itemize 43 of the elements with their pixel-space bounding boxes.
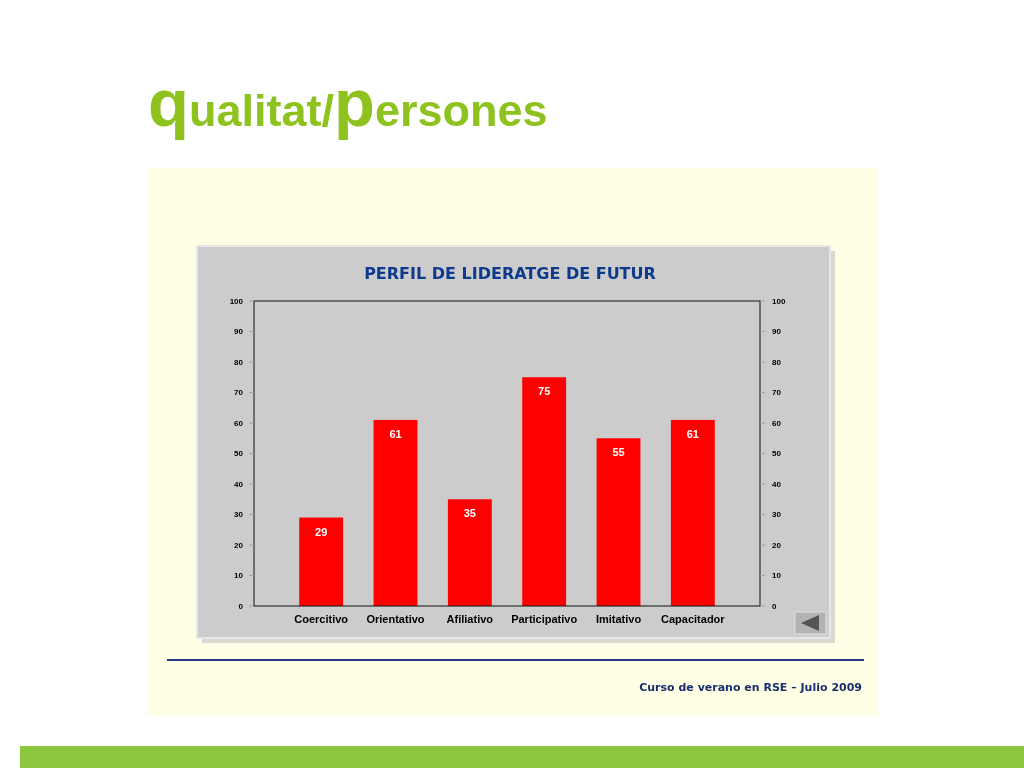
y2-tick-label: 30 xyxy=(772,510,782,520)
x-tick-label: Coercitivo xyxy=(294,613,349,625)
bar xyxy=(447,499,492,606)
y-tick-label: 60 xyxy=(234,418,244,428)
y2-tick-label: 20 xyxy=(772,540,782,550)
data-label: 29 xyxy=(315,525,328,538)
y2-tick-label: 0 xyxy=(772,601,777,611)
y-tick-label: 10 xyxy=(234,571,244,581)
y2-tick-label: 80 xyxy=(772,357,782,367)
data-label: 55 xyxy=(612,446,625,459)
chart-title: qualitat/persones xyxy=(148,65,548,140)
y-tick-label: 70 xyxy=(234,388,244,398)
y2-tick-label: 40 xyxy=(772,479,782,489)
x-tick-label: Imitativo xyxy=(595,613,642,625)
y-tick-label: 100 xyxy=(229,296,244,306)
x-tick-label: Capacitador xyxy=(661,613,726,625)
bar xyxy=(596,438,641,606)
bar xyxy=(670,419,715,606)
data-label: 35 xyxy=(463,507,476,520)
bar xyxy=(522,377,567,606)
text: Curso de verano en RSE – Julio 2009 xyxy=(639,681,862,694)
bar xyxy=(373,419,418,606)
x-tick-label: Participativo xyxy=(511,613,578,625)
chart-subtitle: PERFIL DE LIDERATGE DE FUTUR xyxy=(364,264,656,283)
y-tick-label: 40 xyxy=(234,479,244,489)
y2-tick-label: 70 xyxy=(772,388,782,398)
y2-tick-label: 90 xyxy=(772,327,782,337)
data-label: 75 xyxy=(538,385,551,398)
data-label: 61 xyxy=(686,427,699,440)
y2-tick-label: 50 xyxy=(772,449,782,459)
y-tick-label: 20 xyxy=(234,540,244,550)
y-tick-label: 80 xyxy=(234,357,244,367)
y-tick-label: 30 xyxy=(234,510,244,520)
bar xyxy=(299,517,344,606)
data-label: 61 xyxy=(389,427,402,440)
y-tick-label: 50 xyxy=(234,449,244,459)
x-tick-label: Orientativo xyxy=(366,613,425,625)
y-tick-label: 0 xyxy=(238,601,244,611)
y2-tick-label: 100 xyxy=(772,296,786,306)
x-tick-label: Afiliativo xyxy=(446,613,494,625)
y2-tick-label: 60 xyxy=(772,418,782,428)
y-tick-label: 90 xyxy=(234,327,244,337)
y2-tick-label: 10 xyxy=(772,571,782,581)
